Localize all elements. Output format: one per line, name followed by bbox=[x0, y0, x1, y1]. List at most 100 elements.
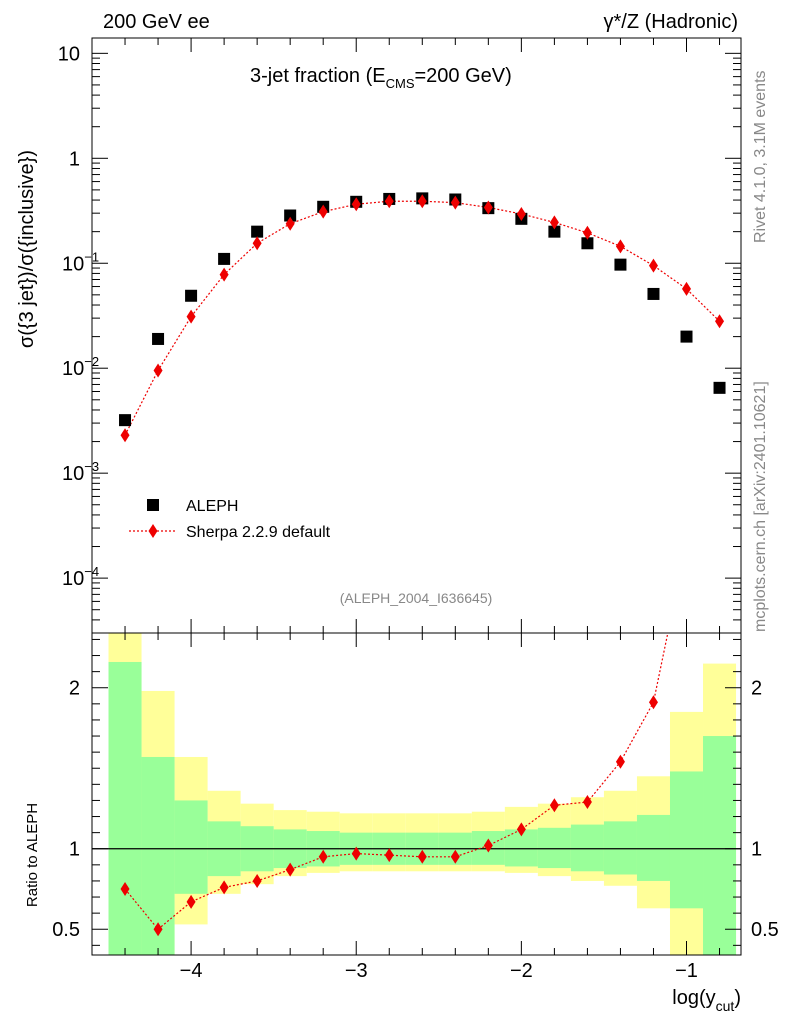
legend-label-sherpa: Sherpa 2.2.9 default bbox=[186, 524, 331, 541]
sherpa-line bbox=[124, 200, 720, 436]
x-tick-label: −1 bbox=[675, 960, 698, 982]
ratio-y-axis-label: Ratio to ALEPH bbox=[24, 803, 41, 907]
ratio-band-inner bbox=[537, 827, 571, 869]
ratio-axis-ticks bbox=[91, 633, 741, 955]
sherpa-point bbox=[153, 363, 163, 378]
ratio-series bbox=[120, 633, 669, 937]
sherpa-point bbox=[186, 309, 196, 324]
ratio-sherpa-point bbox=[120, 881, 130, 896]
ratio-sherpa-point bbox=[582, 795, 592, 810]
sherpa-point bbox=[384, 194, 394, 209]
main-frame bbox=[91, 37, 742, 634]
ratio-band-inner bbox=[669, 771, 704, 909]
sherpa-point bbox=[120, 428, 130, 443]
sherpa-point bbox=[318, 204, 328, 219]
ratio-band-inner bbox=[570, 824, 604, 872]
main-panel: 10 1 10−1 10−2 10−3 10−4 3-jet fraction (ECMS… bbox=[16, 37, 742, 634]
ratio-tick-labels: 0.5 0.5 1 1 2 2 −4 −3 −2 −1 bbox=[52, 678, 779, 982]
aleph-point bbox=[647, 287, 660, 300]
ratio-sherpa-point bbox=[285, 862, 295, 877]
main-y-tick-label: 10−3 bbox=[62, 459, 99, 485]
aleph-point bbox=[614, 258, 627, 271]
ratio-sherpa-point bbox=[384, 848, 394, 863]
ratio-y-tick-label: 1 bbox=[69, 839, 80, 861]
mcplots-label: mcplots.cern.ch [arXiv:2401.10621] bbox=[752, 381, 769, 632]
ratio-frame bbox=[91, 632, 742, 956]
aleph-point bbox=[185, 289, 198, 302]
main-y-tick-label: 10−1 bbox=[62, 249, 99, 275]
aleph-point bbox=[152, 332, 165, 345]
ratio-sherpa-point bbox=[648, 695, 658, 710]
ratio-band-inner bbox=[108, 661, 142, 955]
ratio-sherpa-point bbox=[351, 846, 361, 861]
ratio-y-tick-label-right: 2 bbox=[751, 678, 762, 700]
ratio-band-inner bbox=[636, 814, 670, 881]
sherpa-point bbox=[417, 194, 427, 209]
rivet-version-label: Rivet 4.1.0, 3.1M events bbox=[752, 70, 769, 243]
sherpa-point bbox=[682, 281, 692, 296]
x-axis-label: log(ycut) bbox=[672, 987, 741, 1014]
legend-marker-aleph bbox=[147, 499, 159, 511]
x-tick-label: −2 bbox=[510, 960, 533, 982]
main-y-tick-label: 10 bbox=[58, 43, 80, 65]
ratio-sherpa-point bbox=[615, 754, 625, 769]
ratio-sherpa-point bbox=[450, 849, 460, 864]
main-y-axis-label: σ({3 jet})/σ({inclusive}) bbox=[16, 150, 38, 348]
aleph-point bbox=[713, 381, 726, 394]
ratio-y-tick-label: 2 bbox=[69, 678, 80, 700]
main-axis-ticks bbox=[91, 38, 741, 634]
main-title: 3-jet fraction (ECMS=200 GeV) bbox=[250, 65, 512, 91]
ratio-sherpa-point bbox=[549, 798, 559, 813]
analysis-id-label: (ALEPH_2004_I636645) bbox=[340, 590, 493, 606]
header-right-label: γ*/Z (Hadronic) bbox=[604, 11, 738, 33]
aleph-point bbox=[251, 225, 264, 238]
x-tick-label: −3 bbox=[345, 960, 368, 982]
ratio-sherpa-point bbox=[516, 822, 526, 837]
main-plot-area bbox=[119, 192, 726, 443]
legend: ALEPH Sherpa 2.2.9 default bbox=[129, 498, 331, 541]
ratio-band-inner bbox=[174, 800, 208, 894]
ratio-sherpa-point bbox=[318, 849, 328, 864]
aleph-point bbox=[581, 237, 594, 250]
legend-label-aleph: ALEPH bbox=[186, 498, 238, 515]
aleph-point bbox=[284, 209, 297, 222]
ratio-sherpa-point bbox=[417, 849, 427, 864]
main-y-tick-label: 1 bbox=[69, 148, 80, 170]
sherpa-point bbox=[549, 215, 559, 230]
sherpa-point bbox=[516, 206, 526, 221]
sherpa-point bbox=[715, 314, 725, 329]
sherpa-point bbox=[615, 239, 625, 254]
x-tick-label: −4 bbox=[180, 960, 203, 982]
ratio-sherpa-point bbox=[252, 873, 262, 888]
aleph-point bbox=[119, 414, 132, 427]
ratio-band-inner bbox=[141, 756, 175, 955]
ratio-band-inner bbox=[603, 821, 637, 875]
sherpa-point bbox=[351, 197, 361, 212]
main-y-tick-labels: 10 1 10−1 10−2 10−3 10−4 bbox=[58, 43, 99, 590]
sherpa-point bbox=[285, 216, 295, 231]
main-y-tick-label: 10−2 bbox=[62, 354, 99, 380]
sherpa-point bbox=[483, 200, 493, 215]
ratio-y-tick-label-right: 1 bbox=[751, 839, 762, 861]
ratio-sherpa-point bbox=[219, 880, 229, 895]
ratio-plot-area bbox=[92, 633, 741, 955]
header-left-label: 200 GeV ee bbox=[103, 11, 210, 33]
ratio-panel: 0.5 0.5 1 1 2 2 −4 −3 −2 −1 Ratio to ALEPH log(yc… bbox=[24, 632, 779, 1014]
legend-marker-sherpa bbox=[148, 524, 158, 538]
ratio-sherpa-point bbox=[483, 838, 493, 853]
aleph-point bbox=[680, 330, 693, 343]
ratio-band-inner bbox=[703, 736, 737, 955]
sherpa-point bbox=[450, 195, 460, 210]
aleph-point bbox=[218, 252, 231, 265]
ratio-y-tick-label: 0.5 bbox=[52, 919, 80, 941]
main-y-tick-label: 10−4 bbox=[62, 564, 99, 590]
ratio-y-tick-label-right: 0.5 bbox=[751, 919, 779, 941]
sherpa-point bbox=[219, 267, 229, 282]
sherpa-point bbox=[582, 225, 592, 240]
aleph-point bbox=[548, 225, 561, 238]
sherpa-point bbox=[252, 236, 262, 251]
ratio-sherpa-point bbox=[186, 894, 196, 909]
ratio-sherpa-point bbox=[153, 922, 163, 937]
sherpa-point bbox=[648, 258, 658, 273]
